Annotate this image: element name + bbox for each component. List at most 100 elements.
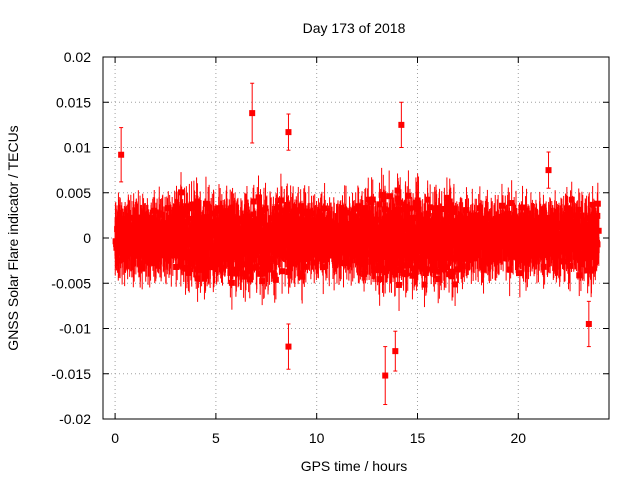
data-point <box>430 263 437 270</box>
data-point <box>403 270 410 277</box>
data-point <box>468 217 475 224</box>
data-point <box>592 226 599 233</box>
data-point <box>358 210 365 217</box>
data-point <box>361 205 368 212</box>
y-tick-label: 0.015 <box>56 94 91 110</box>
data-point <box>585 320 592 327</box>
data-point <box>300 243 307 250</box>
data-point <box>376 201 383 208</box>
data-point <box>321 205 328 212</box>
data-point <box>227 237 234 244</box>
data-point <box>232 266 239 273</box>
data-point <box>194 248 201 255</box>
data-point <box>449 268 456 275</box>
data-point <box>257 270 264 277</box>
x-tick-label: 20 <box>510 430 526 446</box>
data-point <box>579 261 586 268</box>
y-tick-label: -0.015 <box>51 366 91 382</box>
data-point <box>508 200 515 207</box>
data-point <box>480 258 487 265</box>
data-point <box>454 266 461 273</box>
data-point <box>409 272 416 279</box>
y-tick-label: 0.02 <box>64 49 91 65</box>
data-point <box>115 257 122 264</box>
data-point <box>291 260 298 267</box>
axes: 0 5 10 15 20 0.02 0.015 0.01 0.005 0 -0.005 -0.01 -0… <box>51 49 610 446</box>
data-point <box>364 210 371 217</box>
data-point <box>378 191 385 198</box>
data-point <box>441 232 448 239</box>
x-axis-label: GPS time / hours <box>301 458 408 474</box>
data-point <box>447 202 454 209</box>
data-point <box>446 271 453 278</box>
data-point <box>516 270 523 277</box>
data-point <box>398 121 405 128</box>
data-point <box>421 281 428 288</box>
data-point <box>301 263 308 270</box>
data-point <box>392 271 399 278</box>
data-point <box>588 266 595 273</box>
data-point <box>210 210 217 217</box>
data-point <box>137 214 144 221</box>
data-point <box>436 206 443 213</box>
data-point <box>349 211 356 218</box>
data-point <box>361 270 368 277</box>
data-point <box>435 276 442 283</box>
data-point <box>442 264 449 271</box>
data-point <box>419 263 426 270</box>
data-point <box>382 372 389 379</box>
data-point <box>229 204 236 211</box>
data-point <box>576 272 583 279</box>
chart-title: Day 173 of 2018 <box>303 20 406 36</box>
data-point <box>261 268 268 275</box>
y-tick-label: -0.01 <box>59 321 91 337</box>
data-point <box>285 129 292 136</box>
y-tick-label: -0.005 <box>51 275 91 291</box>
data-point <box>277 197 284 204</box>
data-point <box>386 193 393 200</box>
data-point <box>387 247 394 254</box>
data-point <box>563 205 570 212</box>
data-point <box>415 200 422 207</box>
data-point <box>255 194 262 201</box>
data-point <box>394 187 401 194</box>
y-tick-label: 0 <box>83 230 91 246</box>
data-point <box>436 268 443 275</box>
data-point <box>545 167 552 174</box>
data-point <box>523 207 530 214</box>
data-point <box>295 207 302 214</box>
data-point <box>228 279 235 286</box>
data-point <box>272 276 279 283</box>
data-point <box>118 151 125 158</box>
data-point <box>299 273 306 280</box>
data-point <box>552 212 559 219</box>
data-point <box>365 196 372 203</box>
data-point <box>207 219 214 226</box>
data-point <box>272 213 279 220</box>
data-point <box>250 198 257 205</box>
data-point <box>355 203 362 210</box>
data-point <box>397 199 404 206</box>
data-point <box>459 263 466 270</box>
data-point <box>443 194 450 201</box>
data-point <box>194 203 201 210</box>
data-point <box>424 240 431 247</box>
data-point <box>379 219 386 226</box>
data-point <box>262 205 269 212</box>
data-point <box>462 220 469 227</box>
x-tick-label: 15 <box>410 430 426 446</box>
data-point <box>594 200 601 207</box>
data-point <box>476 205 483 212</box>
data-point <box>414 235 421 242</box>
data-point <box>586 215 593 222</box>
data-point <box>230 254 237 261</box>
data-point <box>388 263 395 270</box>
x-tick-label: 5 <box>212 430 220 446</box>
data-point <box>173 263 180 270</box>
data-point <box>246 276 253 283</box>
data-point <box>563 211 570 218</box>
data-point <box>449 273 456 280</box>
data-point <box>484 211 491 218</box>
data-point <box>242 261 249 268</box>
data-point <box>384 260 391 267</box>
